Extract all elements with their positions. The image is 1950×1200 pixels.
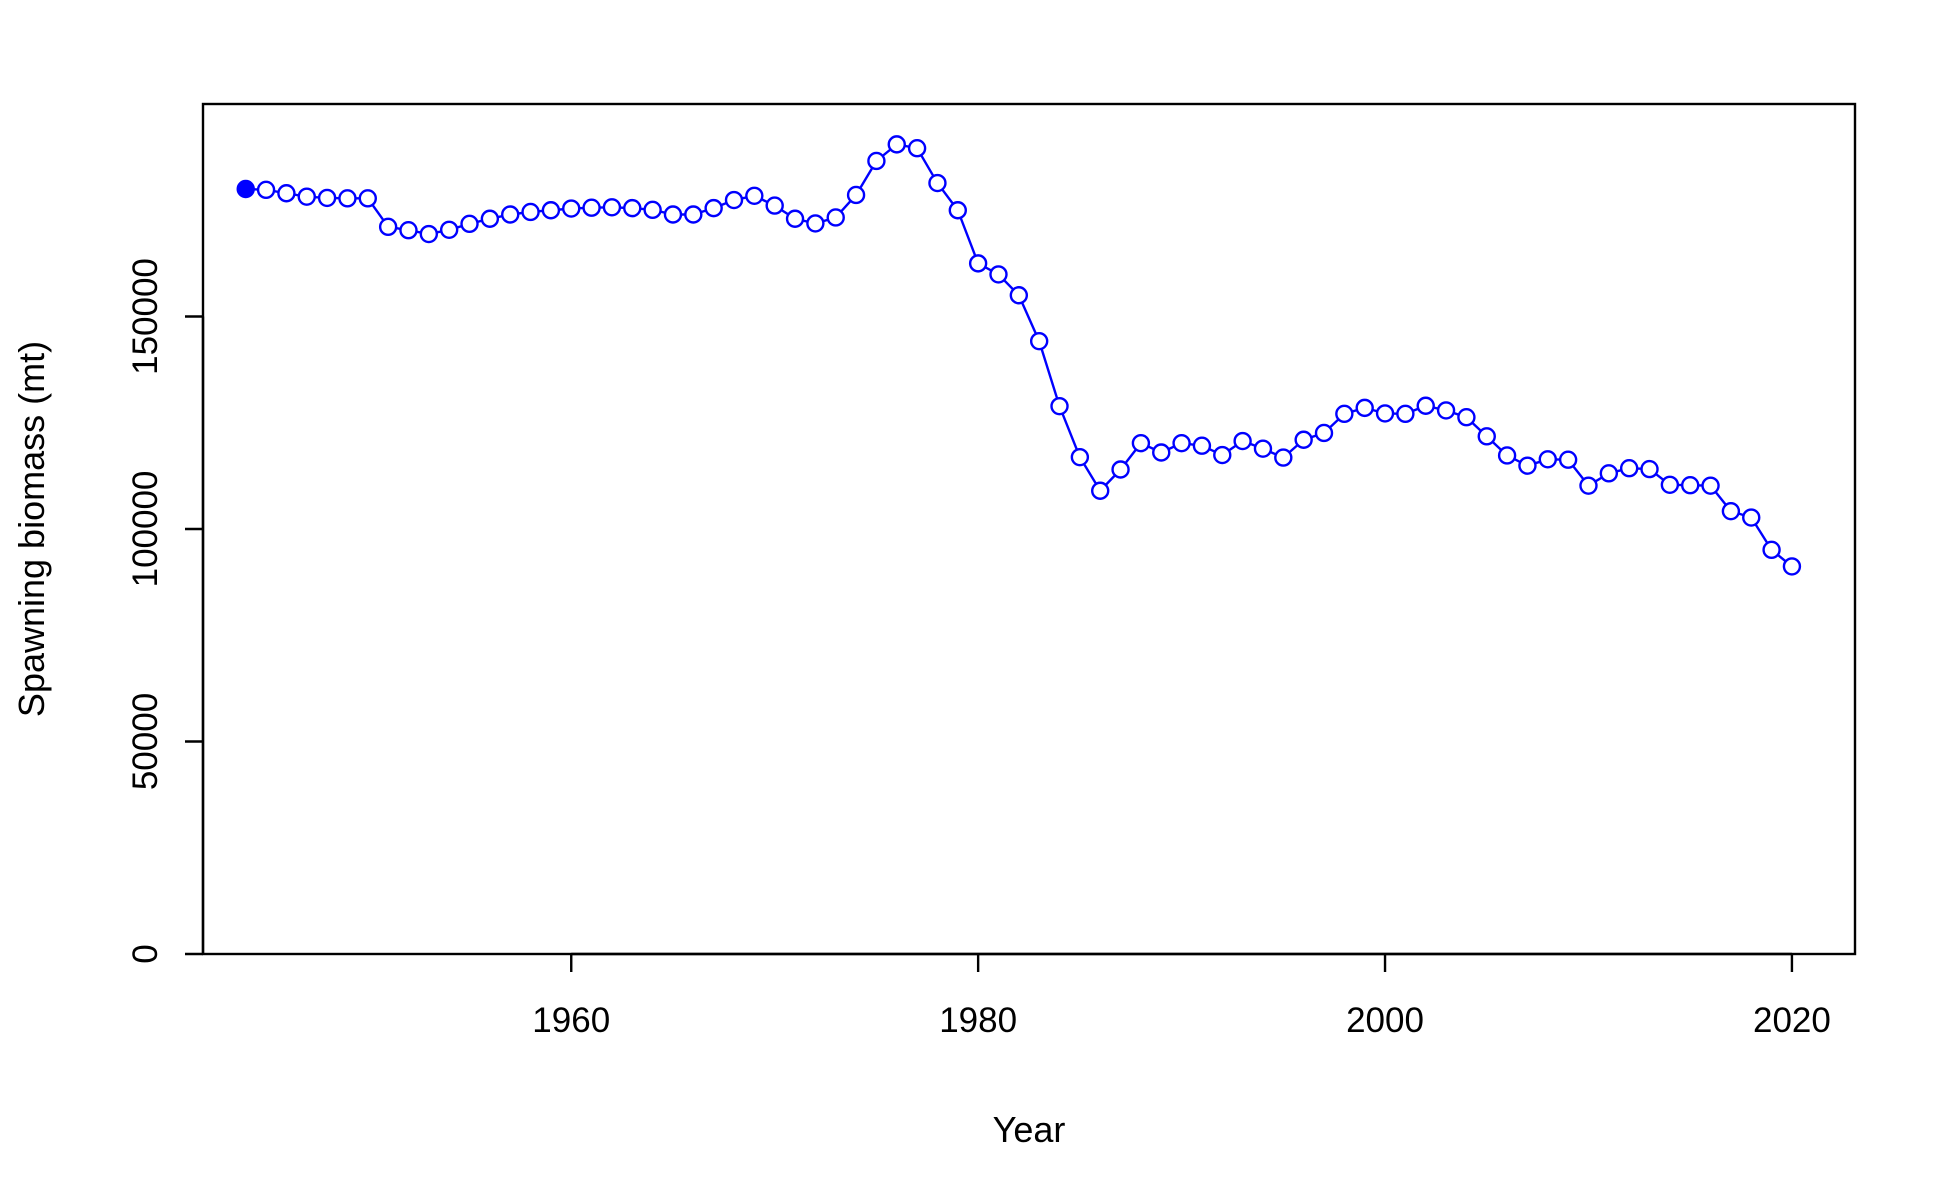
data-point: [1742, 508, 1761, 527]
data-point: [541, 201, 561, 220]
x-axis-label: Year: [993, 1109, 1066, 1150]
data-point: [399, 221, 418, 240]
series-points: [236, 135, 1802, 576]
data-point: [1762, 540, 1781, 560]
data-point: [684, 205, 703, 224]
data-point: [1274, 448, 1293, 467]
data-point: [785, 209, 805, 228]
data-point: [663, 205, 683, 224]
data-point: [338, 189, 357, 208]
data-point: [1152, 443, 1171, 462]
data-point: [1050, 396, 1069, 416]
data-point: [1213, 445, 1232, 465]
data-point: [826, 208, 845, 227]
data-point: [1375, 404, 1395, 423]
data-point: [480, 209, 500, 228]
data-point: [1355, 398, 1374, 418]
series-line: [245, 143, 1793, 568]
data-point: [928, 173, 947, 193]
x-tick-label: 1960: [532, 1001, 610, 1040]
data-point: [1538, 450, 1557, 469]
data-point: [1436, 401, 1456, 420]
y-axis-label: Spawning biomass (mt): [11, 341, 52, 717]
data-point: [1335, 404, 1354, 424]
data-point: [582, 198, 601, 217]
data-point: [887, 135, 906, 154]
data-point: [602, 198, 622, 217]
data-point: [846, 185, 866, 205]
data-point: [1294, 430, 1313, 449]
data-point: [1029, 331, 1049, 351]
data-point-initial: [236, 179, 255, 199]
data-point: [724, 190, 744, 210]
data-point: [745, 186, 764, 206]
data-point: [358, 189, 377, 208]
data-point: [1457, 408, 1476, 427]
data-point: [907, 138, 927, 158]
data-point: [1192, 436, 1212, 455]
data-point: [1111, 460, 1130, 479]
data-point: [1070, 447, 1090, 467]
data-point: [439, 220, 459, 240]
y-tick-label: 100000: [126, 471, 165, 588]
data-point: [1416, 396, 1435, 415]
y-tick-label: 0: [126, 944, 165, 963]
data-point: [562, 199, 581, 218]
data-point: [1701, 476, 1720, 495]
data-point: [1721, 501, 1741, 521]
x-tick-label: 1980: [939, 1001, 1017, 1040]
x-tick-label: 2000: [1346, 1001, 1424, 1040]
data-point: [256, 180, 276, 200]
data-point: [1131, 433, 1151, 453]
data-point: [623, 198, 642, 218]
data-point: [765, 196, 784, 215]
y-tick-label: 150000: [126, 258, 165, 375]
data-point: [501, 205, 520, 224]
data-point: [968, 254, 988, 273]
data-point: [989, 265, 1008, 284]
data-point: [948, 201, 967, 220]
data-point: [1681, 476, 1700, 495]
data-point: [521, 202, 540, 222]
data-point: [643, 200, 662, 220]
data-point: [1558, 450, 1578, 469]
data-point: [317, 188, 337, 208]
data-point: [1640, 459, 1659, 479]
data-point: [1314, 423, 1334, 443]
data-point: [1660, 475, 1680, 494]
data-point: [1599, 464, 1619, 483]
x-axis: 1960 1980 2000 2020: [532, 952, 1831, 1040]
y-axis: 0 50000 100000 150000: [126, 258, 205, 964]
y-tick-label: 50000: [126, 693, 165, 790]
data-point: [1091, 481, 1110, 500]
data-point: [704, 198, 723, 218]
data-point: [1497, 446, 1517, 465]
x-tick-label: 2020: [1753, 1001, 1831, 1040]
data-point: [1009, 286, 1029, 305]
data-point: [1579, 476, 1598, 495]
data-point: [277, 184, 296, 203]
data-point: [460, 214, 479, 234]
data-point: [1477, 427, 1496, 446]
data-point: [1619, 459, 1639, 478]
data-point: [1253, 439, 1273, 458]
data-point: [1782, 557, 1802, 576]
data-point: [378, 217, 398, 237]
data-point: [419, 224, 439, 244]
data-point: [806, 214, 825, 233]
data-point: [867, 151, 886, 171]
data-point: [1233, 431, 1252, 451]
data-point: [1172, 433, 1191, 453]
data-point: [1396, 404, 1415, 424]
data-point: [1518, 456, 1537, 475]
data-point: [297, 187, 316, 206]
